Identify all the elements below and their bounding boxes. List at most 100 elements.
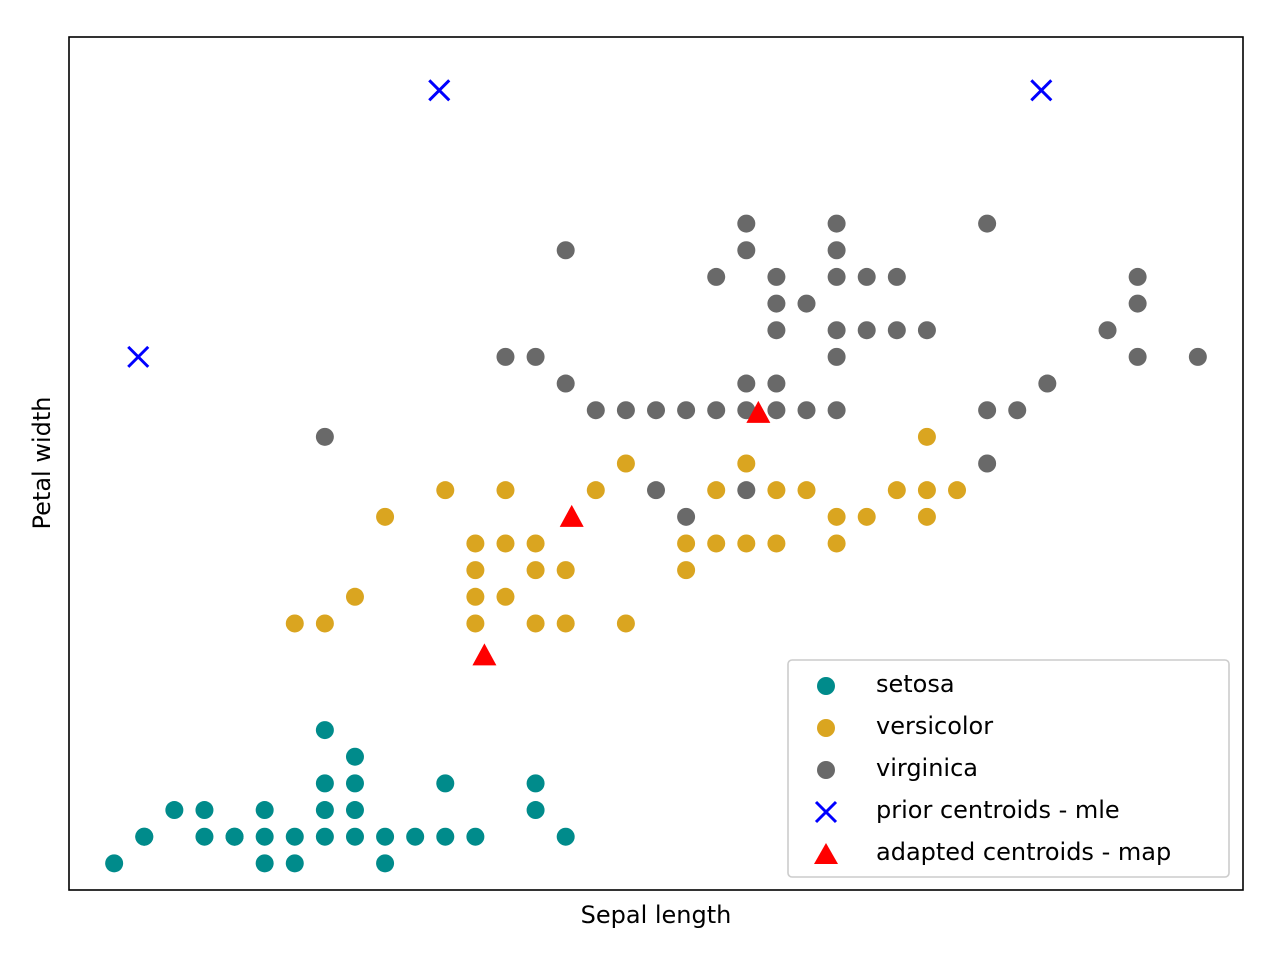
legend-marker-prior-centroids	[814, 800, 838, 824]
point-setosa-12	[315, 774, 334, 793]
point-virginica-33	[887, 267, 906, 286]
point-virginica-31	[857, 267, 876, 286]
point-setosa-21	[406, 827, 425, 846]
point-setosa-23	[436, 774, 455, 793]
point-versicolor-2	[345, 587, 364, 606]
point-virginica-27	[827, 241, 846, 260]
point-versicolor-3	[376, 507, 395, 526]
point-prior-centroids-mle-1	[428, 79, 451, 102]
point-virginica-0	[315, 427, 334, 446]
point-versicolor-36	[948, 481, 967, 500]
point-setosa-4	[195, 827, 214, 846]
plot-marks	[105, 79, 1207, 873]
point-versicolor-10	[496, 587, 515, 606]
point-virginica-45	[1188, 347, 1207, 366]
point-adapted-centroids-map-1	[559, 504, 584, 527]
point-versicolor-27	[767, 481, 786, 500]
point-virginica-38	[978, 454, 997, 473]
legend-marker-adapted-centroids	[814, 843, 838, 864]
legend-marker-virginica	[817, 761, 835, 779]
point-versicolor-21	[677, 561, 696, 580]
point-setosa-24	[466, 827, 485, 846]
point-virginica-29	[827, 321, 846, 340]
point-virginica-4	[556, 374, 575, 393]
point-virginica-6	[616, 401, 635, 420]
point-versicolor-13	[526, 561, 545, 580]
point-virginica-5	[586, 401, 605, 420]
point-virginica-28	[827, 267, 846, 286]
point-versicolor-16	[556, 614, 575, 633]
point-versicolor-14	[526, 614, 545, 633]
point-virginica-37	[978, 401, 997, 420]
point-virginica-13	[737, 214, 756, 233]
point-setosa-13	[315, 801, 334, 820]
legend: setosa versicolor virginica prior centro…	[787, 659, 1230, 878]
point-versicolor-22	[707, 481, 726, 500]
plot-frame	[68, 36, 1244, 891]
point-prior-centroids-mle-0	[127, 345, 150, 368]
point-versicolor-5	[466, 534, 485, 553]
point-versicolor-1	[315, 614, 334, 633]
point-virginica-7	[647, 401, 665, 420]
point-setosa-0	[105, 854, 124, 873]
point-virginica-44	[1128, 347, 1147, 366]
point-adapted-centroids-map-2	[746, 400, 771, 423]
point-virginica-34	[887, 321, 906, 340]
point-virginica-8	[647, 481, 665, 500]
point-versicolor-26	[767, 534, 786, 553]
point-virginica-22	[797, 294, 816, 313]
point-setosa-15	[345, 827, 364, 846]
point-versicolor-8	[466, 614, 485, 633]
point-setosa-29	[225, 827, 244, 846]
point-setosa-9	[255, 854, 274, 873]
point-versicolor-19	[616, 614, 635, 633]
point-virginica-43	[1128, 294, 1147, 313]
point-setosa-10	[285, 827, 304, 846]
point-virginica-18	[767, 267, 786, 286]
point-versicolor-29	[827, 507, 846, 526]
point-setosa-22	[436, 827, 455, 846]
point-versicolor-25	[737, 454, 756, 473]
point-versicolor-17	[586, 481, 605, 500]
point-versicolor-0	[285, 614, 304, 633]
point-virginica-15	[737, 374, 756, 393]
point-virginica-36	[978, 214, 997, 233]
point-virginica-14	[737, 241, 756, 260]
point-virginica-2	[526, 347, 545, 366]
point-setosa-28	[285, 854, 304, 873]
x-axis-label: Sepal length	[581, 901, 732, 929]
point-virginica-35	[917, 321, 936, 340]
point-virginica-32	[857, 321, 876, 340]
point-setosa-14	[315, 721, 334, 740]
point-setosa-16	[345, 774, 364, 793]
point-versicolor-32	[887, 481, 906, 500]
point-versicolor-30	[827, 534, 846, 553]
legend-label-setosa: setosa	[876, 670, 955, 698]
legend-marker-setosa	[817, 677, 835, 695]
point-setosa-3	[165, 801, 184, 820]
point-virginica-39	[1008, 401, 1027, 420]
point-versicolor-34	[917, 427, 936, 446]
point-virginica-23	[797, 401, 816, 420]
point-virginica-19	[767, 294, 786, 313]
point-versicolor-11	[496, 481, 515, 500]
point-virginica-10	[677, 507, 696, 526]
legend-marker-versicolor	[817, 719, 835, 737]
legend-box	[787, 659, 1230, 878]
y-axis-label: Petal width	[28, 397, 56, 530]
point-versicolor-15	[556, 561, 575, 580]
point-virginica-20	[767, 321, 786, 340]
point-setosa-17	[345, 801, 364, 820]
point-virginica-25	[827, 347, 846, 366]
point-versicolor-18	[616, 454, 635, 473]
point-setosa-19	[376, 827, 395, 846]
point-virginica-1	[496, 347, 515, 366]
point-virginica-42	[1128, 267, 1147, 286]
point-setosa-7	[255, 827, 274, 846]
point-virginica-12	[707, 401, 726, 420]
point-virginica-21	[767, 401, 786, 420]
legend-label-versicolor: versicolor	[876, 712, 993, 740]
legend-label-adapted-centroids: adapted centroids - map	[876, 838, 1171, 866]
